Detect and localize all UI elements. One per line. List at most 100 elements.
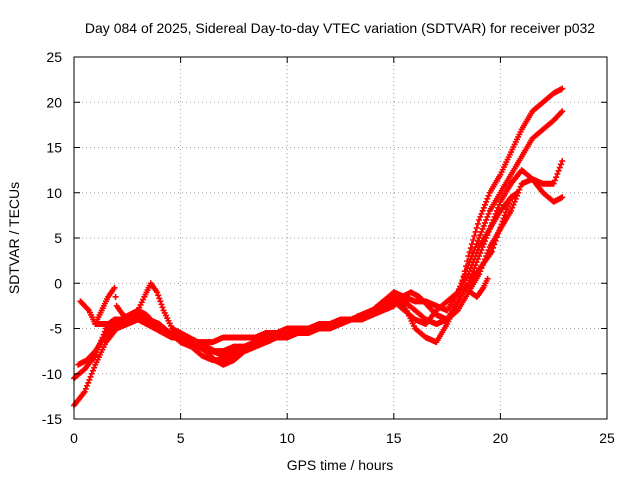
data-point [503,206,510,213]
data-point [511,198,518,205]
data-point [496,227,503,234]
data-point [497,224,504,231]
y-tick-label: 20 [46,94,62,110]
data-point [470,259,477,266]
data-point [465,253,472,260]
x-tick-label: 20 [493,430,509,446]
data-point [89,367,96,374]
data-point [470,237,477,244]
data-point [551,177,558,184]
data-point [480,204,487,211]
data-point [559,108,566,115]
data-point [86,376,93,383]
data-point [553,174,560,181]
data-points [71,85,566,409]
y-tick-label: 5 [54,230,62,246]
data-point [478,228,485,235]
y-axis-title: SDTVAR / TECUs [6,182,22,294]
data-point [509,204,516,211]
x-tick-label: 15 [386,430,402,446]
data-point [484,213,491,220]
data-point [517,183,524,190]
data-point [157,298,164,305]
data-point [156,295,163,302]
chart-title: Day 084 of 2025, Sidereal Day-to-day VTE… [85,20,595,36]
data-point [559,85,566,92]
data-point [550,180,557,187]
data-point [466,249,473,256]
data-point [82,385,89,392]
data-point [485,247,492,254]
data-point [478,210,485,217]
data-point [474,247,481,254]
data-point [555,167,562,174]
data-point [479,207,486,214]
data-point [558,161,565,168]
x-tick-label: 0 [70,430,78,446]
data-point [477,213,484,220]
data-point [502,209,509,216]
data-point [480,222,487,229]
data-point [559,158,566,165]
data-point [495,230,502,237]
series-track-6 [463,194,515,291]
data-point [471,232,478,239]
data-point [510,201,517,208]
data-point [482,219,489,226]
y-tick-label: 0 [54,275,62,291]
x-axis-title: GPS time / hours [287,457,394,473]
data-point [468,262,475,269]
data-point [559,194,566,201]
data-point [85,379,92,386]
data-point [476,216,483,223]
data-point [84,382,91,389]
data-point [490,244,497,251]
data-point [556,164,563,171]
data-point [465,271,472,278]
data-point [154,289,161,296]
data-point [91,364,98,371]
y-tick-labels: -15 -10 -5 0 5 10 15 20 25 [42,49,62,427]
data-point [500,215,507,222]
data-point [504,203,511,210]
data-point [493,234,500,241]
data-point [501,212,508,219]
data-point [479,225,486,232]
y-tick-label: 10 [46,185,62,201]
data-point [471,256,478,263]
x-tick-label: 5 [177,430,185,446]
series-track-5 [92,189,521,346]
data-point [81,388,88,395]
data-point [468,241,475,248]
data-point [472,253,479,260]
data-point [473,224,480,231]
data-point [506,197,513,204]
data-point [484,195,491,202]
data-point [453,308,460,315]
y-tick-label: -15 [42,411,62,427]
data-point [508,194,515,201]
data-point [477,231,484,238]
data-point [483,198,490,205]
data-point [508,207,515,214]
data-point [88,370,95,377]
data-point [498,221,505,228]
data-point [554,171,561,178]
data-point [466,268,473,275]
y-tick-label: 25 [46,49,62,65]
data-point [467,265,474,272]
data-point [464,258,471,265]
data-point [155,292,162,299]
y-tick-label: -5 [50,321,63,337]
series-track-7 [467,275,491,300]
data-point [492,237,499,244]
x-tick-labels: 0 5 10 15 20 25 [70,430,615,446]
data-point [476,235,483,241]
data-point [112,293,119,300]
data-point [87,373,94,380]
data-point [472,228,479,235]
data-point [496,201,503,208]
data-point [463,263,470,270]
data-point [467,245,474,252]
